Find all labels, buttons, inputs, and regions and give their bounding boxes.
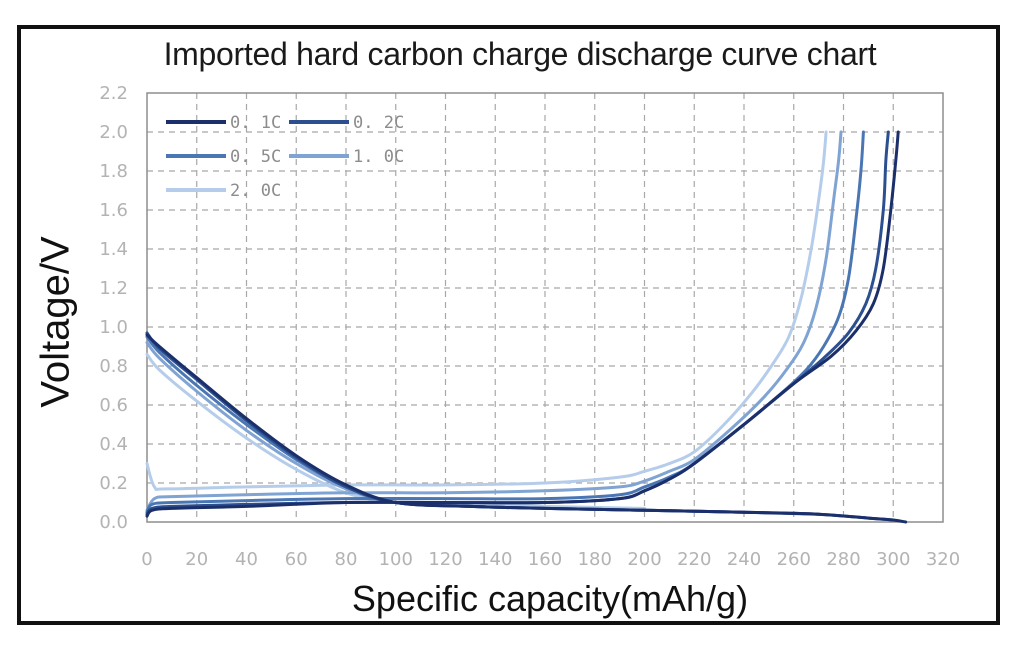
- legend: 0. 1C 0. 2C 0. 5C 1. 0C 2. 0C: [166, 113, 404, 201]
- x-tick-label: 200: [627, 549, 661, 570]
- x-tick-label: 20: [185, 549, 208, 570]
- x-tick-label: 320: [926, 549, 960, 570]
- x-tick-label: 60: [285, 549, 308, 570]
- series-lines: [145, 130, 908, 524]
- x-tick-label: 0: [141, 549, 152, 570]
- x-tick-label: 140: [478, 549, 512, 570]
- legend-label-20c: 2. 0C: [230, 181, 281, 201]
- x-tick-label: 120: [428, 549, 462, 570]
- y-tick-label: 0.4: [99, 434, 128, 455]
- x-axis-label: Specific capacity(mAh/g): [351, 578, 749, 619]
- x-tick-label: 160: [528, 549, 562, 570]
- series-05c-charge-line: [145, 130, 865, 514]
- y-tick-label: 0.0: [99, 512, 128, 533]
- series-01c-discharge-line: [145, 333, 908, 524]
- y-tick-label: 2.0: [99, 122, 128, 143]
- series-10c-charge-line: [145, 130, 843, 512]
- y-tick-label: 1.4: [99, 239, 128, 260]
- y-tick-label: 2.2: [99, 83, 128, 104]
- series-01c-charge-line: [145, 130, 900, 518]
- series-20c-discharge-line: [145, 352, 646, 510]
- x-tick-labels: 0 20 40 60 80 100 120 140 160 180 200 220 240 260 280 3…: [141, 549, 960, 570]
- legend-label-10c: 1. 0C: [353, 147, 404, 167]
- x-tick-label: 100: [379, 549, 413, 570]
- x-tick-label: 260: [777, 549, 811, 570]
- plot-border: [146, 92, 944, 523]
- y-tick-label: 0.2: [99, 473, 128, 494]
- y-tick-label: 0.6: [99, 395, 128, 416]
- y-tick-label: 1.6: [99, 200, 128, 221]
- grid: [147, 93, 943, 522]
- y-tick-label: 1.2: [99, 278, 128, 299]
- y-tick-label: 1.0: [99, 317, 128, 338]
- x-tick-label: 80: [335, 549, 358, 570]
- y-tick-label: 1.8: [99, 161, 128, 182]
- x-tick-label: 220: [677, 549, 711, 570]
- chart-title: Imported hard carbon charge discharge cu…: [163, 36, 877, 72]
- x-tick-label: 240: [727, 549, 761, 570]
- x-tick-label: 40: [235, 549, 258, 570]
- x-tick-label: 280: [826, 549, 860, 570]
- y-tick-labels: 0.0 0.2 0.4 0.6 0.8 1.0 1.2 1.4 1.6 1.8 2.0 2.2: [99, 83, 128, 533]
- series-20c-charge-line: [145, 130, 828, 491]
- legend-label-02c: 0. 2C: [353, 113, 404, 133]
- legend-label-05c: 0. 5C: [230, 147, 281, 167]
- x-tick-label: 300: [876, 549, 910, 570]
- y-tick-label: 0.8: [99, 356, 128, 377]
- x-tick-label: 180: [578, 549, 612, 570]
- legend-label-01c: 0. 1C: [230, 113, 281, 133]
